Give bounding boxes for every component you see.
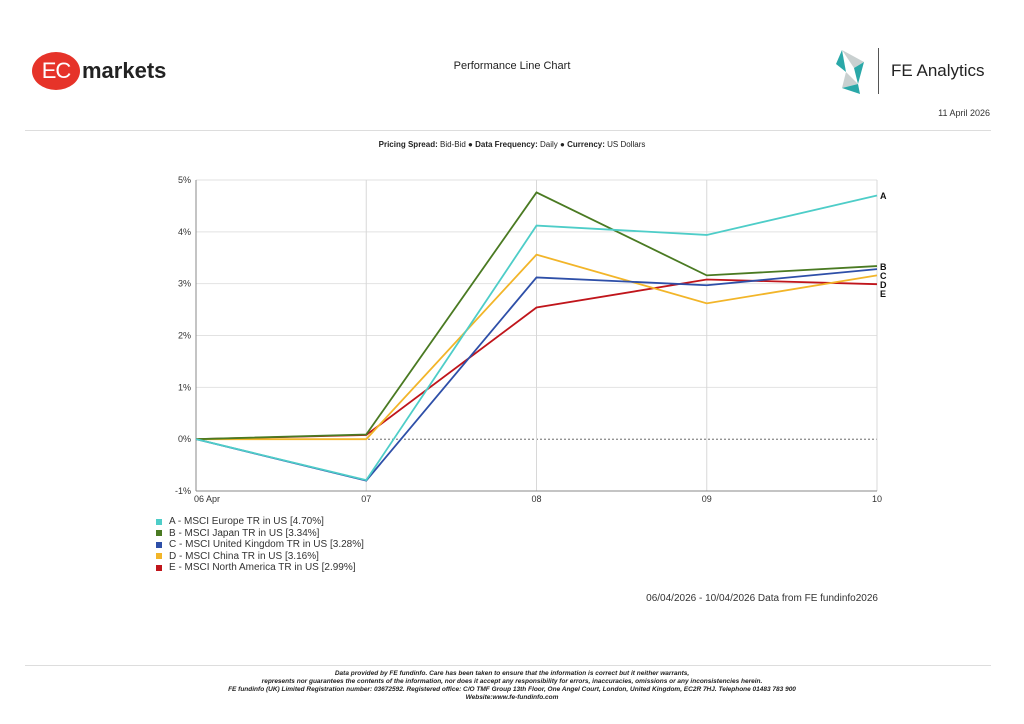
legend: A - MSCI Europe TR in US [4.70%] B - MSCI… [156, 516, 364, 574]
date-range-note: 06/04/2026 - 10/04/2026 Data from FE fun… [646, 593, 878, 604]
y-tick-label: -1% [175, 486, 191, 496]
legend-item: D - MSCI China TR in US [3.16%] [156, 551, 364, 563]
footer-line: FE fundinfo (UK) Limited Registration nu… [228, 686, 796, 693]
footer-divider [25, 665, 991, 666]
legend-label: D - MSCI China TR in US [3.16%] [169, 550, 319, 562]
series-end-label: D [880, 280, 887, 290]
legend-swatch [156, 564, 162, 571]
y-tick-label: 2% [178, 331, 191, 341]
legend-swatch [156, 518, 162, 525]
x-tick-label: 07 [361, 494, 371, 504]
separator: ● [560, 140, 565, 149]
report-date: 11 April 2026 [938, 108, 990, 118]
legend-swatch [156, 553, 162, 560]
legend-item: B - MSCI Japan TR in US [3.34%] [156, 528, 364, 540]
frequency-value: Daily [540, 140, 558, 149]
fe-logo-icon [836, 50, 864, 94]
series-line-a [195, 194, 878, 482]
x-tick-label: 09 [702, 494, 712, 504]
legend-swatch [156, 530, 162, 537]
series-line-b [195, 191, 878, 441]
legend-label: A - MSCI Europe TR in US [4.70%] [169, 516, 324, 527]
ec-logo-text: markets [82, 58, 167, 83]
series-line-d [196, 253, 878, 441]
currency-value: US Dollars [607, 140, 646, 149]
fe-analytics-logo: FE Analytics [834, 48, 985, 94]
separator: ● [468, 140, 473, 149]
legend-label: E - MSCI North America TR in US [2.99%] [169, 562, 356, 573]
footer-line: Website:www.fe-fundinfo.com [465, 694, 559, 701]
series-end-label: A [880, 191, 887, 201]
legend-label: B - MSCI Japan TR in US [3.34%] [169, 527, 320, 539]
series-end-label: B [880, 262, 887, 272]
y-tick-label: 4% [178, 227, 191, 237]
x-tick-label: 08 [531, 494, 541, 504]
legend-item: E - MSCI North America TR in US [2.99%] [156, 562, 364, 574]
x-tick-label: 06 Apr [194, 494, 220, 504]
legend-label: C - MSCI United Kingdom TR in US [3.28%] [169, 539, 364, 550]
x-tick-label: 10 [872, 494, 882, 504]
y-tick-label: 5% [178, 175, 191, 185]
y-tick-label: 0% [178, 434, 191, 444]
chart-settings: Pricing Spread: Bid-Bid ● Data Frequency… [0, 140, 1024, 149]
pricing-label: Pricing Spread: [378, 140, 438, 149]
y-tick-label: 1% [178, 382, 191, 392]
logo-divider [878, 48, 879, 94]
ec-markets-logo: EC markets [32, 52, 166, 90]
ec-logo-circle: EC [32, 52, 80, 90]
legend-item: A - MSCI Europe TR in US [4.70%] [156, 516, 364, 528]
page-title: Performance Line Chart [453, 60, 571, 72]
series-end-label: E [880, 289, 886, 299]
legend-item: C - MSCI United Kingdom TR in US [3.28%] [156, 539, 364, 551]
y-tick-label: 3% [178, 279, 191, 289]
currency-label: Currency: [567, 140, 605, 149]
footer-line: Data provided by FE fundinfo. Care has b… [334, 670, 690, 677]
fe-logo-text: FE Analytics [891, 61, 985, 80]
header-divider [25, 130, 991, 131]
footer-line: represents nor guarantees the contents o… [261, 678, 763, 685]
footer-disclaimer: Data provided by FE fundinfo. Care has b… [0, 670, 1024, 702]
legend-swatch [156, 541, 162, 548]
frequency-label: Data Frequency: [475, 140, 538, 149]
pricing-value: Bid-Bid [439, 140, 466, 149]
series-end-label: C [880, 271, 887, 281]
